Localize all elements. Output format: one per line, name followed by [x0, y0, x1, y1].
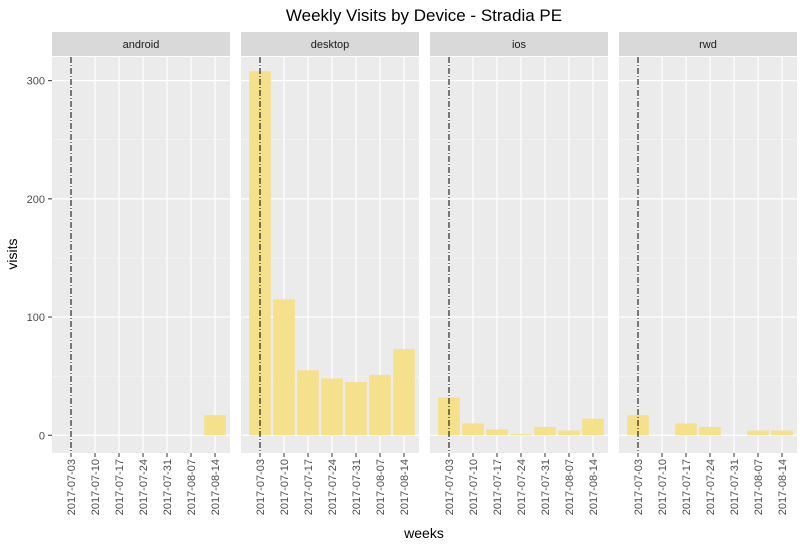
y-tick-label: 200 [27, 194, 45, 206]
x-tick-label: 2017-07-10 [468, 459, 480, 515]
bar-ios-2017-08-14 [582, 418, 604, 436]
bar-rwd-2017-07-17 [675, 423, 697, 436]
facet-panel-rwd: rwd 2017-07-03 2017-07-10 2017-07-17 2017-07… [619, 32, 797, 515]
facet-panel-desktop: desktop 2017-07-03 2017-07-10 2017-07-17 201… [241, 32, 419, 515]
x-tick-label: 2017-07-31 [729, 459, 741, 515]
x-tick-label: 2017-07-03 [255, 459, 267, 515]
x-tick-label: 2017-07-17 [492, 459, 504, 515]
bar-desktop-2017-07-24 [321, 378, 343, 436]
facet-strip [52, 32, 230, 56]
chart-title: Weekly Visits by Device - Stradia PE [286, 6, 562, 25]
facet-strip [430, 32, 608, 56]
x-tick-label: 2017-07-17 [303, 459, 315, 515]
x-tick-label: 2017-07-10 [657, 459, 669, 515]
facets-layer: 0 100 200 300 android 2017-07-03 2017-07-10 201… [27, 32, 797, 515]
facet-strip-label: android [123, 39, 160, 51]
bar-ios-2017-07-03 [438, 397, 460, 436]
y-tick-label: 300 [27, 76, 45, 88]
x-tick-label: 2017-07-03 [633, 459, 645, 515]
x-tick-label: 2017-07-31 [351, 459, 363, 515]
bar-ios-2017-07-17 [486, 429, 508, 436]
bar-desktop-2017-08-14 [393, 348, 415, 436]
x-tick-label: 2017-08-07 [753, 459, 765, 515]
bar-ios-2017-07-31 [534, 426, 556, 436]
x-tick-label: 2017-08-07 [186, 459, 198, 515]
x-tick-label: 2017-08-07 [564, 459, 576, 515]
bar-android-2017-08-14 [204, 415, 226, 436]
panel-background [619, 57, 797, 453]
bar-desktop-2017-07-31 [345, 382, 367, 436]
x-tick-label: 2017-08-14 [399, 459, 411, 515]
x-tick-label: 2017-07-31 [540, 459, 552, 515]
y-axis-label: visits [4, 238, 20, 269]
x-tick-label: 2017-07-24 [327, 459, 339, 515]
bar-desktop-2017-07-03 [249, 71, 271, 436]
x-tick-label: 2017-07-10 [90, 459, 102, 515]
x-tick-label: 2017-07-24 [516, 459, 528, 515]
x-tick-label: 2017-07-03 [444, 459, 456, 515]
panel-background [52, 57, 230, 453]
x-tick-label: 2017-07-31 [162, 459, 174, 515]
facet-strip-label: desktop [311, 39, 350, 51]
x-tick-label: 2017-07-24 [705, 459, 717, 515]
x-axis-label: weeks [403, 525, 444, 541]
facet-strip [619, 32, 797, 56]
bar-ios-2017-08-07 [558, 430, 580, 436]
bar-desktop-2017-07-10 [273, 299, 295, 436]
x-tick-label: 2017-08-14 [588, 459, 600, 515]
facet-strip [241, 32, 419, 56]
x-tick-label: 2017-07-17 [114, 459, 126, 515]
x-tick-label: 2017-08-14 [210, 459, 222, 515]
bar-rwd-2017-08-14 [771, 430, 793, 436]
x-tick-label: 2017-08-14 [777, 459, 789, 515]
x-tick-label: 2017-07-17 [681, 459, 693, 515]
facet-strip-label: rwd [699, 39, 717, 51]
bar-rwd-2017-08-07 [747, 430, 769, 436]
facet-panel-android: android 2017-07-03 2017-07-10 2017-07-17 201… [52, 32, 230, 515]
bar-ios-2017-07-10 [462, 423, 484, 436]
facet-panel-ios: ios 2017-07-03 2017-07-10 2017-07-17 2017-07… [430, 32, 608, 515]
x-tick-label: 2017-07-10 [279, 459, 291, 515]
bar-rwd-2017-07-24 [699, 426, 721, 436]
panel-background [430, 57, 608, 453]
y-tick-label: 0 [39, 430, 45, 442]
y-tick-label: 100 [27, 312, 45, 324]
bar-desktop-2017-07-17 [297, 370, 319, 436]
bar-desktop-2017-08-07 [369, 374, 391, 436]
bar-ios-2017-07-24 [510, 434, 532, 436]
facet-strip-label: ios [512, 39, 527, 51]
x-tick-label: 2017-07-24 [138, 459, 150, 515]
x-tick-label: 2017-08-07 [375, 459, 387, 515]
x-tick-label: 2017-07-03 [66, 459, 78, 515]
